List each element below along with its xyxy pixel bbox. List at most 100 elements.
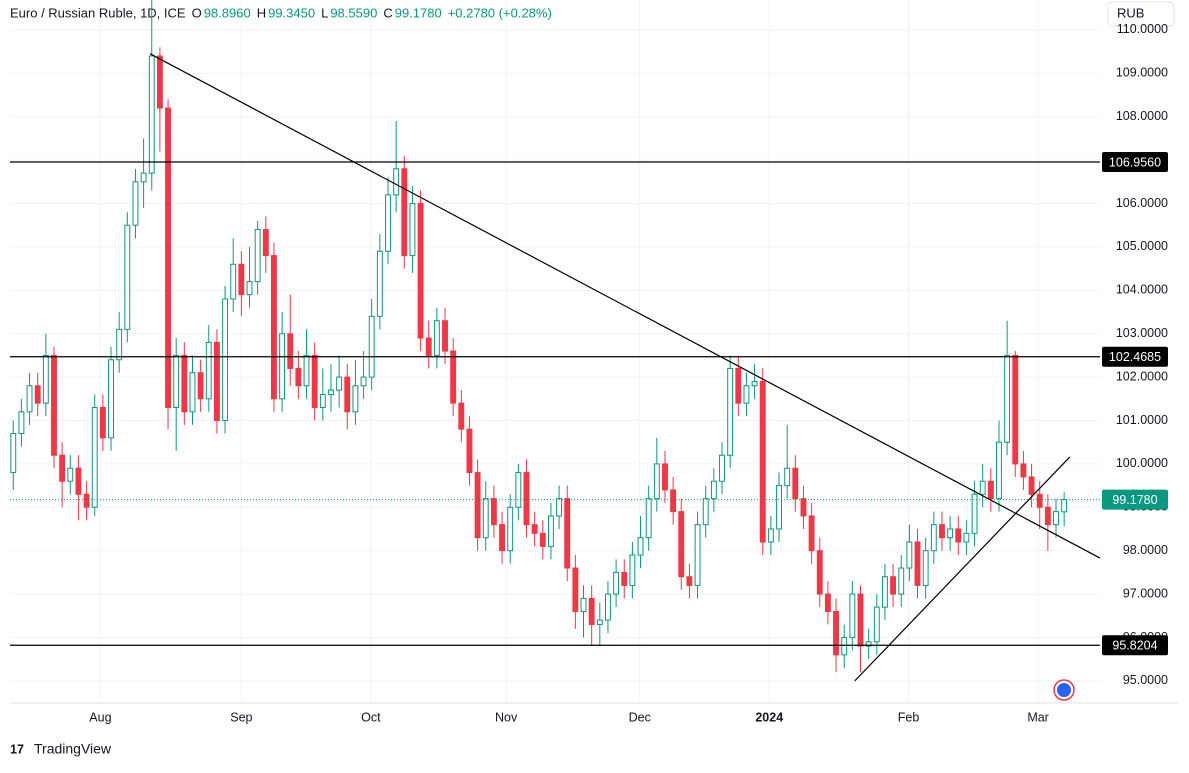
candle-body xyxy=(319,393,326,408)
candle-body xyxy=(539,532,546,547)
y-tick-label: 101.0000 xyxy=(1116,413,1168,427)
brand-mark: 17 xyxy=(10,742,24,756)
y-tick-label: 100.0000 xyxy=(1116,456,1168,470)
candle-body xyxy=(474,472,481,539)
candle-body xyxy=(433,320,440,356)
currency-button[interactable] xyxy=(1107,1,1175,27)
trend-line xyxy=(149,53,1101,559)
candle-body xyxy=(1036,493,1043,508)
candle-body xyxy=(409,203,416,257)
horizontal-line-label-box xyxy=(1102,635,1168,656)
candle-body xyxy=(580,597,587,612)
candle-body xyxy=(279,333,286,400)
candle-body xyxy=(230,263,237,300)
candle-body xyxy=(996,441,1002,500)
candle-body xyxy=(979,480,986,495)
candle-body xyxy=(686,576,693,586)
candle-body xyxy=(662,463,668,491)
ohlc-label: L xyxy=(321,5,328,20)
candle-body xyxy=(605,593,611,621)
candle-body xyxy=(450,350,457,404)
horizontal-line-label: 102.4685 xyxy=(1109,350,1161,364)
y-tick-label: 105.0000 xyxy=(1116,239,1168,253)
candle-body xyxy=(751,380,758,387)
candle-body xyxy=(401,168,408,257)
candle-body xyxy=(727,367,734,456)
candle-body xyxy=(336,376,343,391)
candle-body xyxy=(987,480,994,500)
candle-body xyxy=(841,636,848,656)
candle-body xyxy=(922,550,929,586)
candle-body xyxy=(1020,463,1027,478)
legend: Euro / Russian Ruble, 1D, ICE O 98.8960 H 99… xyxy=(10,5,552,20)
candle-body xyxy=(523,472,530,526)
x-tick-label: Mar xyxy=(1027,710,1049,724)
candle-body xyxy=(368,315,375,378)
y-tick-label: 98.0000 xyxy=(1123,543,1168,557)
horizontal-line-label-box xyxy=(1102,346,1168,367)
y-tick-label: 109.0000 xyxy=(1116,66,1168,80)
candle-body xyxy=(165,107,171,408)
candle-body xyxy=(939,524,945,539)
y-tick-label: 103.0000 xyxy=(1116,326,1168,340)
candle-body xyxy=(800,498,807,517)
candle-body xyxy=(898,567,905,595)
symbol: Euro / Russian Ruble, 1D, ICE xyxy=(10,5,186,20)
candle-body xyxy=(784,467,791,487)
candle-body xyxy=(881,576,888,608)
candle-body xyxy=(458,402,465,430)
candle-body xyxy=(360,376,367,387)
candle-body xyxy=(148,55,155,174)
candle-body xyxy=(213,341,220,421)
candle-body xyxy=(42,354,49,404)
candle-body xyxy=(792,467,799,500)
candle-body xyxy=(83,493,90,508)
change: +0.2780 (+0.28%) xyxy=(448,5,552,20)
trend-line xyxy=(854,456,1071,682)
candle-body xyxy=(99,406,106,439)
candle-body xyxy=(295,367,302,387)
candle-body xyxy=(914,541,921,586)
ohlc-label: O xyxy=(192,5,202,20)
candle-body xyxy=(890,576,897,595)
candle-body xyxy=(564,498,571,569)
event-icon-core xyxy=(1057,683,1071,697)
candle-body xyxy=(26,385,33,413)
x-tick-label: Sep xyxy=(230,710,252,724)
candle-body xyxy=(1053,511,1059,526)
ohlc-value: 98.8960 xyxy=(204,5,251,20)
candle-body xyxy=(34,385,41,404)
candle-body xyxy=(702,498,709,526)
candle-body xyxy=(393,168,400,196)
candle-body xyxy=(303,354,310,387)
candle-body xyxy=(91,406,98,508)
candle-body xyxy=(156,55,163,109)
candle-body xyxy=(287,333,294,369)
candle-body xyxy=(759,380,766,543)
candle-body xyxy=(767,528,774,543)
candle-body xyxy=(588,597,595,625)
candle-body xyxy=(482,498,489,539)
brand: TradingView xyxy=(34,741,112,757)
x-tick-label: Oct xyxy=(361,710,381,724)
candle-body xyxy=(425,337,432,356)
horizontal-line-label-box xyxy=(1102,152,1168,173)
horizontal-line-label: 95.8204 xyxy=(1112,639,1157,653)
plot-area xyxy=(10,0,1068,673)
candle-body xyxy=(10,433,17,474)
candle-body xyxy=(132,181,139,226)
currency-label[interactable]: RUB xyxy=(1117,5,1144,20)
candle-body xyxy=(719,454,725,482)
candle-body xyxy=(694,524,701,586)
candle-body xyxy=(124,224,131,330)
candle-body xyxy=(735,367,742,404)
candle-body xyxy=(222,298,229,421)
candle-body xyxy=(51,354,57,456)
ohlc-label: H xyxy=(257,5,266,20)
y-tick-label: 108.0000 xyxy=(1116,109,1168,123)
candle-body xyxy=(173,354,180,408)
candle-body xyxy=(670,489,677,513)
candle-body xyxy=(1044,506,1051,526)
